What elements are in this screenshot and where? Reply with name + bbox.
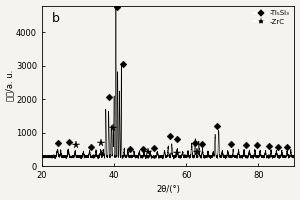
Y-axis label: 强度/a. u.: 强度/a. u.	[6, 70, 15, 101]
Text: b: b	[52, 12, 60, 25]
Legend: -Ti₅Si₃, -ZrC: -Ti₅Si₃, -ZrC	[252, 9, 291, 26]
X-axis label: 2θ/(°): 2θ/(°)	[156, 185, 180, 194]
